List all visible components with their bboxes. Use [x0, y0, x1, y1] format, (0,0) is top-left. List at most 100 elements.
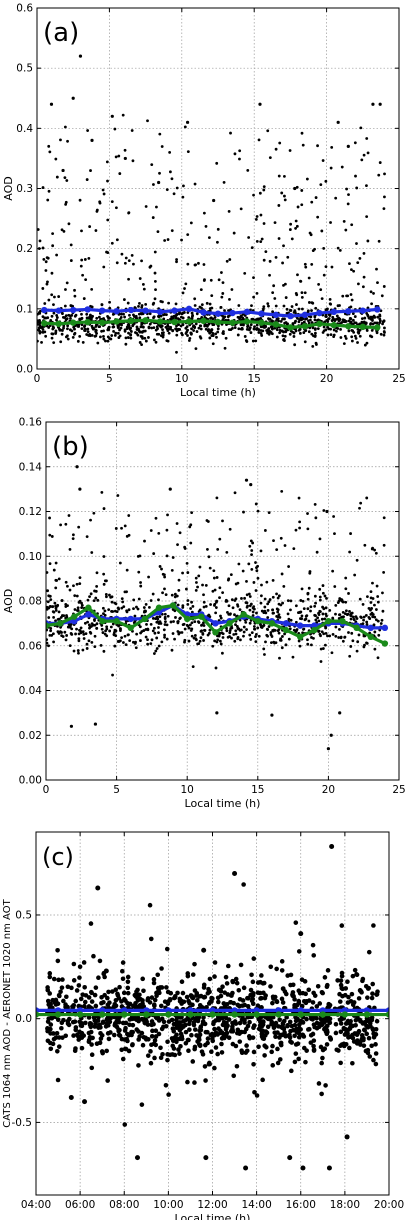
scatter-point: [236, 603, 239, 607]
scatter-point: [147, 902, 153, 908]
scatter-point: [188, 337, 192, 340]
scatter-point: [293, 1018, 299, 1024]
scatter-point: [97, 325, 101, 329]
scatter-point: [324, 1042, 330, 1047]
scatter-point: [383, 172, 386, 176]
scatter-point: [166, 1092, 171, 1097]
series-mean: [41, 305, 381, 320]
scatter-point: [251, 1061, 256, 1067]
scatter-point: [44, 269, 48, 272]
scatter-point: [271, 319, 274, 323]
scatter-point: [275, 592, 278, 596]
scatter-point: [205, 990, 211, 996]
scatter-point: [376, 619, 380, 623]
scatter-point: [343, 612, 347, 616]
scatter-point: [324, 179, 328, 183]
series-marker-median: [76, 1011, 84, 1018]
scatter-point: [382, 319, 386, 323]
scatter-point: [139, 325, 143, 329]
scatter-point: [124, 1036, 130, 1042]
scatter-point: [266, 129, 270, 133]
outlier-point: [212, 198, 216, 203]
scatter-point: [333, 532, 336, 536]
scatter-point: [223, 309, 226, 312]
scatter-point: [157, 332, 161, 336]
scatter-point: [92, 511, 96, 515]
scatter-point: [287, 637, 291, 641]
scatter-point: [209, 1031, 215, 1037]
scatter-point: [78, 629, 82, 633]
scatter-point: [289, 222, 293, 226]
scatter-point: [78, 317, 82, 321]
scatter-point: [203, 324, 207, 328]
scatter-point: [106, 179, 109, 183]
scatter-point: [120, 960, 126, 965]
scatter-point: [366, 1035, 372, 1041]
scatter-point: [181, 291, 185, 295]
scatter-point: [349, 293, 353, 296]
scatter-point: [69, 314, 72, 318]
outlier-point: [71, 96, 75, 100]
scatter-point: [310, 1031, 316, 1037]
scatter-point: [79, 626, 83, 630]
scatter-point: [78, 198, 82, 202]
series-marker-mean: [214, 310, 222, 317]
scatter-point: [367, 606, 371, 610]
scatter-point: [134, 646, 138, 650]
scatter-point: [122, 298, 126, 301]
scatter-point: [99, 335, 102, 339]
scatter-point: [173, 609, 177, 613]
scatter-point: [120, 323, 123, 327]
scatter-point: [103, 609, 107, 613]
scatter-point: [194, 576, 198, 580]
scatter-point: [120, 636, 124, 640]
scatter-point: [281, 1018, 287, 1024]
scatter-point: [288, 149, 292, 152]
scatter-point: [72, 649, 76, 653]
series-marker-median: [121, 1011, 128, 1018]
scatter-point: [330, 651, 334, 655]
scatter-point: [139, 1030, 145, 1036]
scatter-point: [135, 325, 139, 329]
x-axis-label: Local time (h): [180, 386, 256, 399]
y-tick-label: 0.02: [19, 730, 42, 742]
scatter-point: [221, 651, 224, 655]
scatter-point: [283, 174, 286, 178]
scatter-point: [351, 312, 355, 316]
scatter-point: [147, 336, 150, 339]
scatter-point: [236, 635, 240, 639]
scatter-point: [127, 331, 130, 335]
scatter-point: [45, 1026, 50, 1032]
scatter-point: [71, 1033, 76, 1038]
scatter-point: [309, 233, 313, 237]
scatter-point: [61, 998, 66, 1004]
scatter-point: [138, 625, 142, 629]
scatter-point: [289, 608, 292, 612]
scatter-point: [95, 626, 99, 630]
scatter-point: [94, 229, 98, 232]
scatter-point: [193, 297, 197, 301]
scatter-point: [183, 1029, 189, 1035]
scatter-point: [93, 589, 96, 593]
scatter-point: [64, 288, 67, 291]
scatter-point: [153, 1028, 159, 1034]
scatter-point: [140, 322, 144, 326]
scatter-point: [174, 316, 178, 319]
scatter-point: [350, 1035, 356, 1041]
scatter-point: [120, 1020, 126, 1026]
scatter-point: [239, 1029, 244, 1035]
scatter-point: [206, 548, 209, 551]
scatter-point: [53, 601, 57, 605]
scatter-point: [118, 172, 122, 175]
scatter-point: [265, 1016, 270, 1021]
scatter-point: [138, 316, 142, 320]
scatter-point: [166, 238, 170, 241]
scatter-point: [360, 320, 364, 324]
scatter-point: [77, 637, 81, 641]
scatter-point: [150, 163, 154, 167]
scatter-point: [339, 923, 345, 928]
scatter-point: [178, 531, 182, 535]
scatter-point: [146, 642, 150, 646]
scatter-point: [219, 642, 223, 646]
scatter-point: [177, 1020, 183, 1025]
